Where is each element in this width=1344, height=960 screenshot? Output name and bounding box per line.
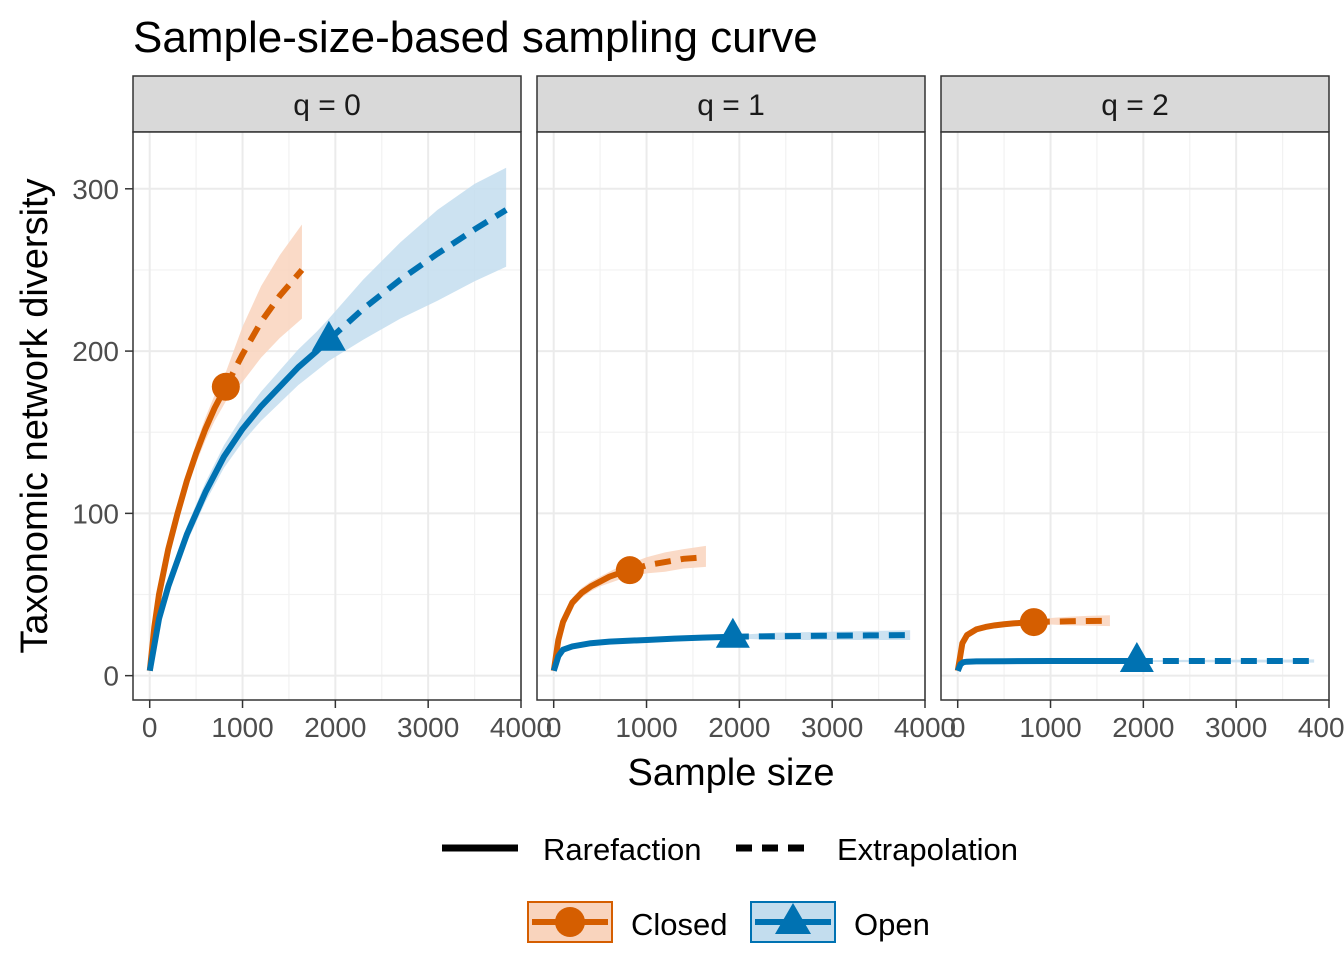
observed-point-open (311, 320, 346, 351)
legend-key-closed-marker (555, 907, 585, 937)
plot-background (941, 132, 1329, 700)
x-tick-label: 0 (950, 712, 966, 743)
legend-label-open: Open (854, 907, 930, 942)
plot-background (537, 132, 925, 700)
y-tick-label: 100 (72, 498, 119, 529)
panel-border (536, 131, 926, 701)
x-tick-label: 0 (142, 712, 158, 743)
chart-title: Sample-size-based sampling curve (133, 13, 818, 62)
x-tick-label: 4000 (1298, 712, 1344, 743)
x-tick-label: 4000 (894, 712, 956, 743)
y-tick-label: 200 (72, 336, 119, 367)
confidence-band-open (149, 167, 507, 671)
extrapolation-line-open (732, 632, 911, 640)
y-tick-label: 0 (103, 661, 119, 692)
panel-border (940, 131, 1330, 701)
x-tick-label: 1000 (615, 712, 677, 743)
x-tick-label: 3000 (1205, 712, 1267, 743)
legend-linetype: Rarefaction Extrapolation (442, 832, 1018, 867)
observed-point-closed (1019, 608, 1048, 637)
confidence-band-closed (149, 224, 302, 671)
rarefaction-line-open (955, 658, 1137, 672)
x-tick-label: 3000 (801, 712, 863, 743)
facet-panel: q = 0 0 1000 2000 3000 4000 0 100 200 300 (72, 75, 552, 743)
extrapolation-line-open (326, 207, 508, 342)
facet-strip (940, 75, 1330, 133)
facet-strip-label: q = 0 (293, 89, 361, 122)
facet-panel: q = 1 0 1000 2000 3000 4000 (536, 75, 956, 743)
x-tick-label: 2000 (304, 712, 366, 743)
x-tick-label: 1000 (1019, 712, 1081, 743)
observed-point-closed (211, 372, 240, 401)
x-tick-label: 2000 (708, 712, 770, 743)
x-tick-label: 4000 (490, 712, 552, 743)
rarefaction-line-open (146, 337, 331, 672)
facet-panel: q = 2 0 1000 2000 3000 4000 (940, 75, 1344, 743)
x-tick-label: 1000 (211, 712, 273, 743)
x-tick-label: 2000 (1112, 712, 1174, 743)
panel-border (132, 131, 522, 701)
legend-key-open-marker (775, 903, 811, 934)
legend-group: Closed Open (527, 901, 930, 943)
observed-point-open (1119, 642, 1154, 673)
legend-label-closed: Closed (631, 907, 728, 942)
legend-label-rarefaction: Rarefaction (543, 832, 702, 867)
y-tick-label: 300 (72, 174, 119, 205)
x-tick-label: 3000 (397, 712, 459, 743)
y-axis-title: Taxonomic network diversity (14, 178, 56, 653)
observed-point-open (715, 617, 750, 648)
rarefaction-line-open (550, 633, 733, 672)
x-tick-label: 0 (546, 712, 562, 743)
facet-strip-label: q = 2 (1101, 89, 1169, 122)
rarefaction-line-closed (146, 385, 229, 672)
legend-label-extrapolation: Extrapolation (837, 832, 1018, 867)
rarefaction-line-closed (550, 567, 631, 672)
facet-strip (132, 75, 522, 133)
rarefaction-line-closed (954, 619, 1034, 672)
facet-strip-label: q = 1 (697, 89, 765, 122)
facet-strip (536, 75, 926, 133)
extrapolation-line-closed (223, 267, 305, 389)
x-axis-title: Sample size (628, 752, 835, 794)
observed-point-closed (615, 556, 644, 585)
legend: Rarefaction Extrapolation Closed Open (442, 832, 1018, 943)
